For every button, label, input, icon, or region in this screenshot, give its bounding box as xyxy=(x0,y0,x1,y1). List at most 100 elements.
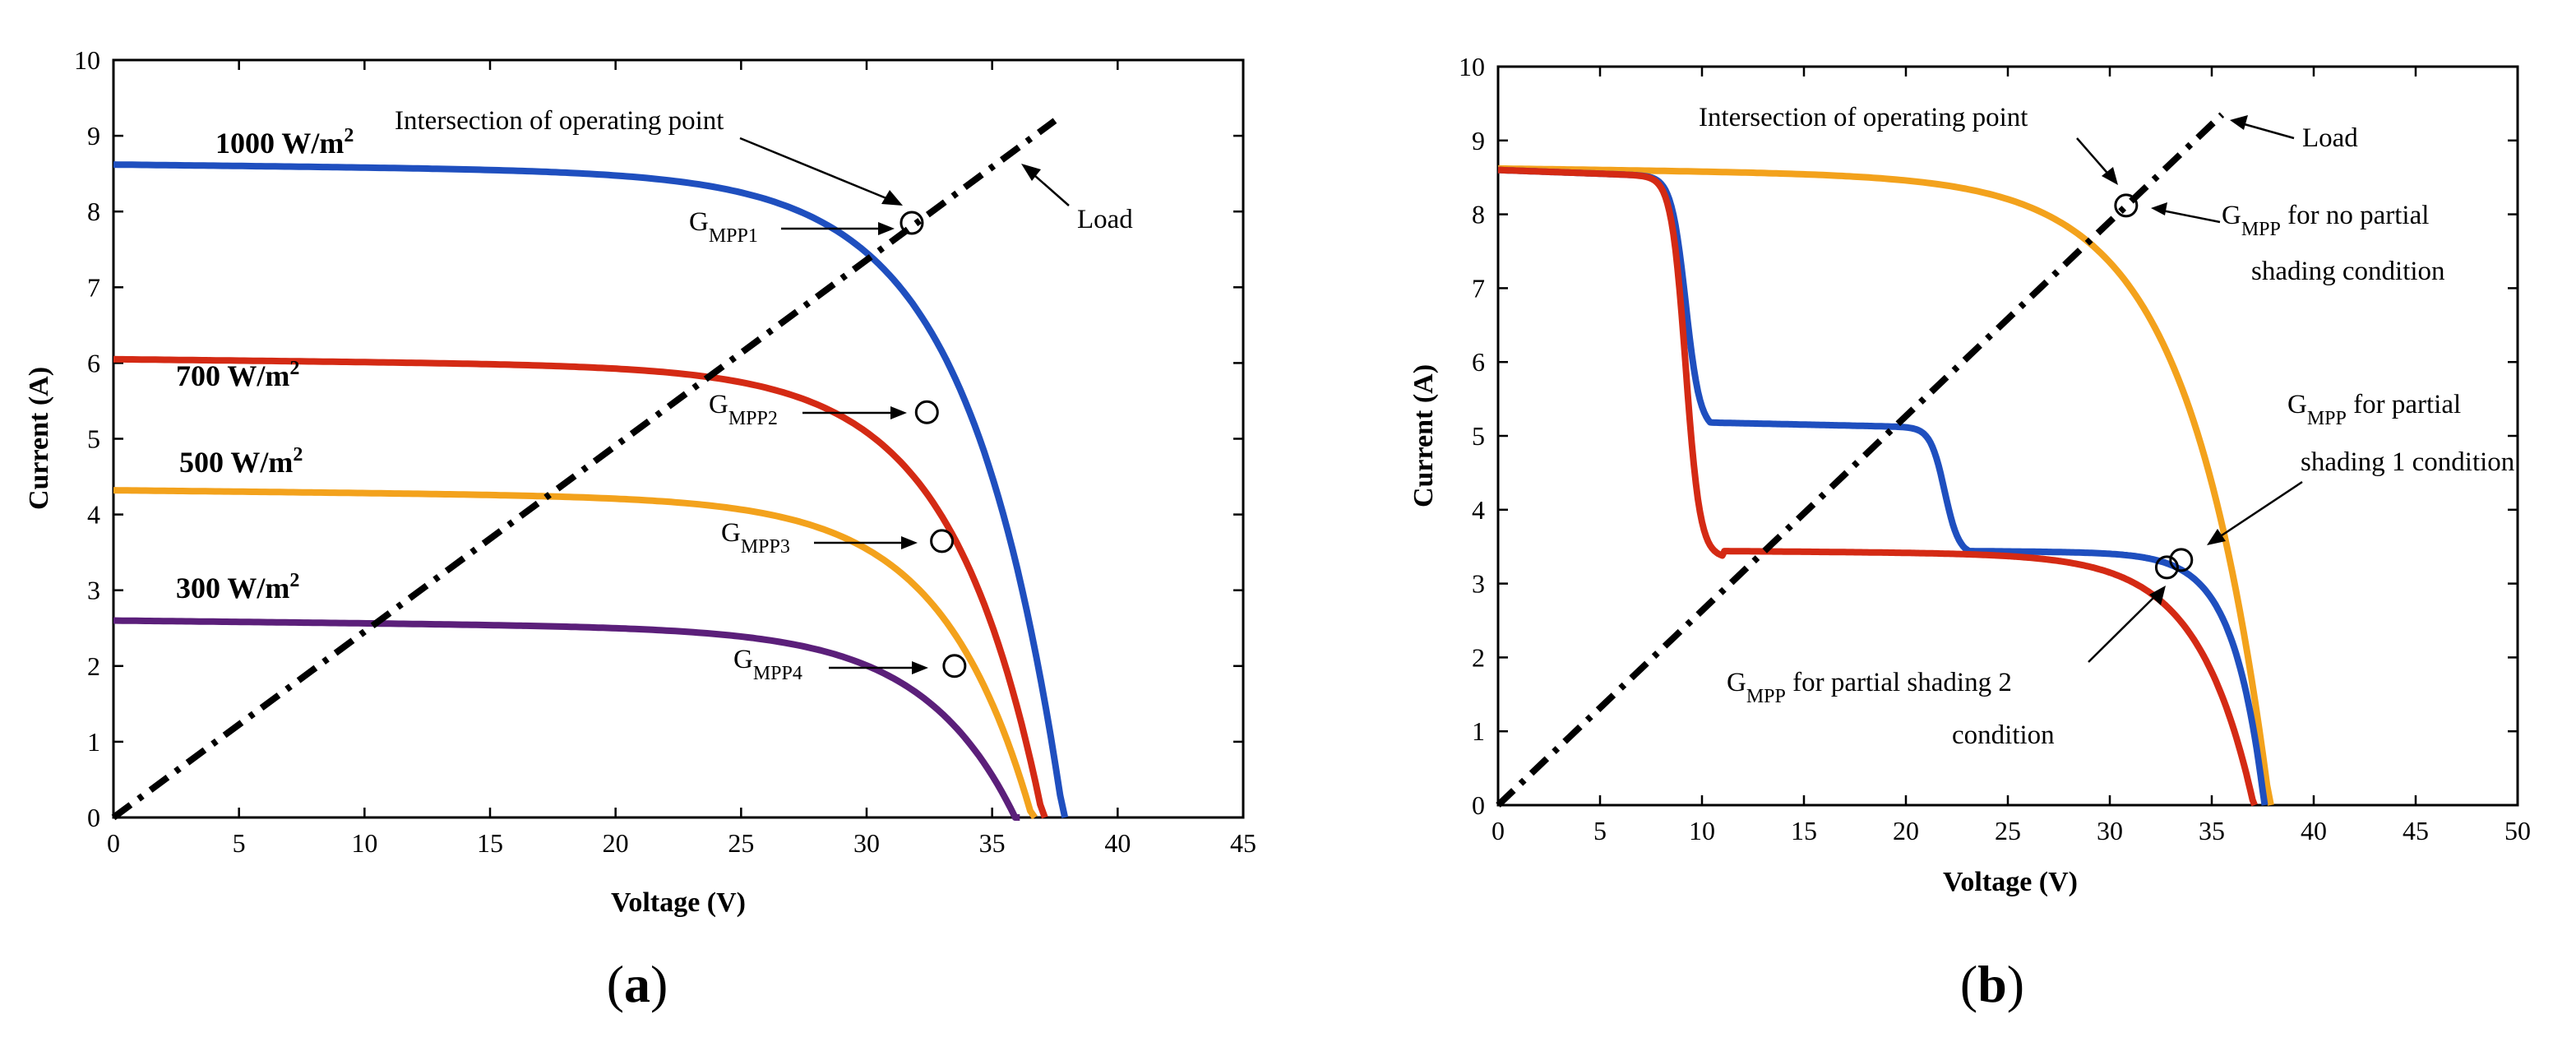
iv-curve-shading-1 xyxy=(1496,166,2268,806)
shading1-label-line2: shading 1 condition xyxy=(2301,447,2514,477)
mpp-marker-b-3 xyxy=(2154,555,2179,580)
mpp3-arrowhead xyxy=(901,536,918,549)
chart-b-intersection-arrow xyxy=(2076,137,2112,178)
curve-label-700: 700 W/m2 xyxy=(176,358,299,392)
x-tick-label: 5 xyxy=(1593,816,1607,845)
iv-curve-no-shading xyxy=(1497,164,2274,806)
chart-a-frame xyxy=(112,58,1245,819)
chart-b-y-axis-label: Current (A) xyxy=(1408,364,1439,507)
chart-a-intersection-arrowhead xyxy=(881,190,903,206)
y-tick-label: 10 xyxy=(74,45,100,75)
x-tick-label: 40 xyxy=(2301,816,2327,845)
no-shading-label-line2: shading condition xyxy=(2251,257,2445,286)
mpp1-arrowhead xyxy=(878,222,895,235)
x-tick-label: 45 xyxy=(1230,828,1256,858)
no-shading-arrow xyxy=(2162,209,2221,224)
y-tick-label: 9 xyxy=(87,121,100,151)
y-tick-label: 1 xyxy=(87,727,100,757)
shading1-label-line1: GMPP for partial xyxy=(2287,390,2461,429)
chart-a-intersection-arrow xyxy=(739,137,897,204)
curve-label-500-sup: 2 xyxy=(293,444,303,465)
shading1-arrowhead xyxy=(2207,529,2226,545)
y-tick-label: 0 xyxy=(87,803,100,832)
mpp4-label-sub: MPP4 xyxy=(753,663,802,684)
x-tick-label: 10 xyxy=(351,828,377,858)
no-shading-label-line1: GMPP for no partial xyxy=(2222,201,2429,240)
shading2-sub: MPP xyxy=(1746,686,1786,707)
mpp-marker-b-1 xyxy=(2114,193,2139,218)
chart-a-y-ticks: 0 1 2 3 4 5 6 7 8 9 10 xyxy=(74,45,1243,832)
curve-label-500: 500 W/m2 xyxy=(179,444,303,479)
x-tick-label: 30 xyxy=(853,828,880,858)
mpp2-label-g: G xyxy=(709,390,728,419)
shading1-text: for partial xyxy=(2347,390,2461,419)
x-tick-label: 50 xyxy=(2504,816,2531,845)
chart-a-mpp-points xyxy=(900,211,967,678)
y-tick-label: 8 xyxy=(87,197,100,226)
chart-b-x-ticks: 0 5 10 15 20 25 30 35 40 45 50 xyxy=(1491,67,2531,845)
mpp2-label-sub: MPP2 xyxy=(728,408,778,429)
shading2-label-line1: GMPP for partial shading 2 xyxy=(1727,668,2012,707)
y-tick-label: 3 xyxy=(1472,569,1485,599)
curve-label-300-text: 300 W/m xyxy=(176,572,289,604)
curve-label-1000-text: 1000 W/m xyxy=(215,127,344,160)
shading2-arrow xyxy=(2088,593,2158,663)
chart-b-load-arrow xyxy=(2241,122,2295,140)
y-tick-label: 1 xyxy=(1472,716,1485,746)
y-tick-label: 7 xyxy=(1472,273,1485,303)
chart-b-x-axis-label: Voltage (V) xyxy=(1943,867,2078,897)
mpp1-label-sub: MPP1 xyxy=(709,225,758,247)
caption-a: (a) xyxy=(607,955,668,1013)
curve-label-1000-sup: 2 xyxy=(344,125,354,146)
shading2-text: for partial shading 2 xyxy=(1786,668,2012,697)
mpp1-label-g: G xyxy=(689,207,709,237)
y-tick-label: 0 xyxy=(1472,790,1485,820)
chart-a-load-label: Load xyxy=(1077,205,1133,234)
mpp4-label-g: G xyxy=(733,645,753,674)
mpp-marker-4 xyxy=(942,654,967,678)
mpp3-label-sub: MPP3 xyxy=(741,536,790,558)
chart-a-curves xyxy=(113,161,1069,821)
mpp-marker-3 xyxy=(930,529,955,553)
chart-a-y-axis-label: Current (A) xyxy=(24,367,54,510)
chart-a-x-ticks: 0 5 10 15 20 25 30 35 40 45 xyxy=(107,60,1256,858)
mpp1-label: GMPP1 xyxy=(689,207,758,247)
chart-b-intersection-label: Intersection of operating point xyxy=(1699,103,2028,132)
mpp4-label: GMPP4 xyxy=(733,645,802,684)
iv-curve-3 xyxy=(113,617,1020,821)
y-tick-label: 6 xyxy=(87,348,100,377)
x-tick-label: 15 xyxy=(477,828,503,858)
iv-curve-1 xyxy=(113,355,1048,819)
x-tick-label: 25 xyxy=(1995,816,2021,845)
mpp-marker-1 xyxy=(900,211,924,235)
mpp3-label-g: G xyxy=(721,518,741,548)
x-tick-label: 10 xyxy=(1689,816,1715,845)
chart-b-load-line xyxy=(1496,112,2225,808)
chart-b-y-ticks: 0 1 2 3 4 5 6 7 8 9 10 xyxy=(1459,52,2518,820)
chart-a-intersection-label: Intersection of operating point xyxy=(395,106,724,136)
curve-label-700-text: 700 W/m xyxy=(176,359,289,392)
y-tick-label: 3 xyxy=(87,576,100,605)
x-tick-label: 30 xyxy=(2097,816,2123,845)
curve-label-500-text: 500 W/m xyxy=(179,446,293,479)
iv-curve-2 xyxy=(113,487,1038,820)
x-tick-label: 25 xyxy=(728,828,754,858)
no-shading-text: for no partial xyxy=(2281,201,2430,230)
x-tick-label: 15 xyxy=(1791,816,1817,845)
mpp2-label: GMPP2 xyxy=(709,390,778,429)
caption-a-letter: a xyxy=(624,955,650,1013)
chart-b-load-label: Load xyxy=(2302,123,2358,153)
curve-label-1000: 1000 W/m2 xyxy=(215,125,354,160)
y-tick-label: 9 xyxy=(1472,126,1485,155)
y-tick-label: 4 xyxy=(1472,495,1485,525)
y-tick-label: 7 xyxy=(87,272,100,302)
x-tick-label: 35 xyxy=(2199,816,2225,845)
mpp2-arrowhead xyxy=(890,406,907,419)
y-tick-label: 10 xyxy=(1459,52,1485,81)
x-tick-label: 20 xyxy=(603,828,629,858)
curve-label-700-sup: 2 xyxy=(289,358,299,379)
y-tick-label: 2 xyxy=(1472,642,1485,672)
chart-b-load-arrowhead xyxy=(2230,115,2248,130)
